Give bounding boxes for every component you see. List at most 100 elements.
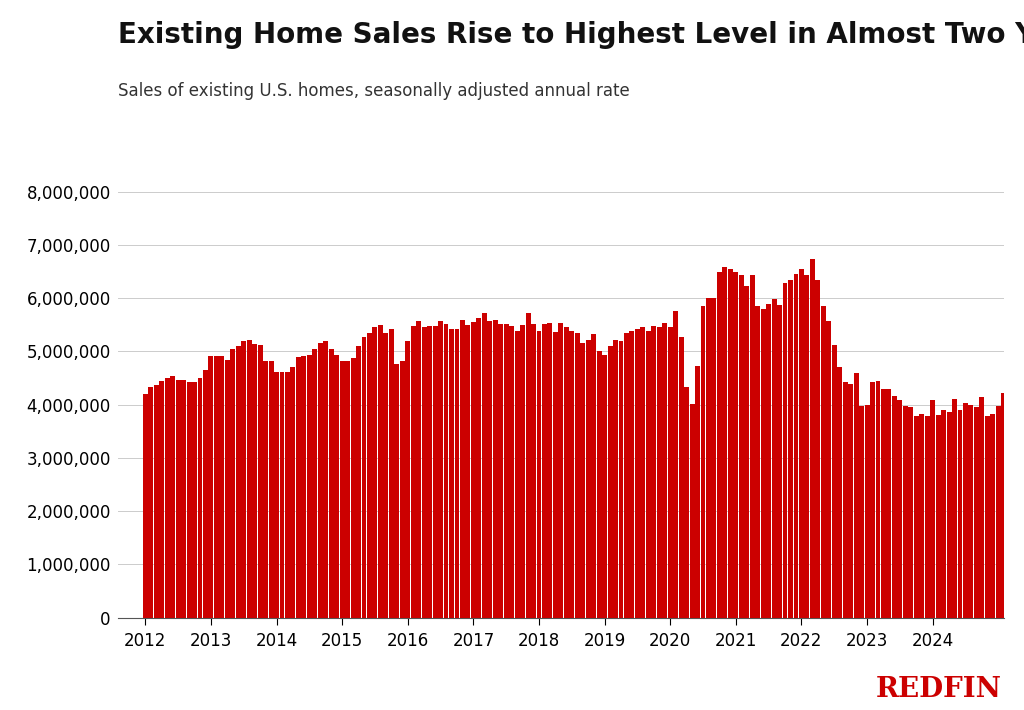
Bar bbox=[242, 342, 246, 618]
Bar bbox=[542, 324, 547, 618]
Bar bbox=[312, 349, 317, 618]
Text: Sales of existing U.S. homes, seasonally adjusted annual rate: Sales of existing U.S. homes, seasonally… bbox=[118, 82, 630, 99]
Bar bbox=[815, 280, 820, 618]
Bar bbox=[317, 344, 323, 618]
Bar bbox=[324, 341, 329, 618]
Bar bbox=[624, 333, 629, 618]
Bar bbox=[329, 349, 334, 618]
Bar bbox=[930, 400, 935, 618]
Bar bbox=[230, 349, 236, 618]
Bar bbox=[378, 325, 383, 618]
Bar bbox=[618, 342, 624, 618]
Bar bbox=[876, 381, 881, 618]
Bar bbox=[897, 400, 902, 618]
Bar bbox=[274, 372, 279, 618]
Bar bbox=[291, 367, 295, 618]
Bar bbox=[455, 329, 460, 618]
Bar bbox=[810, 259, 815, 618]
Bar bbox=[689, 404, 694, 618]
Bar bbox=[340, 361, 345, 618]
Bar bbox=[684, 387, 689, 618]
Bar bbox=[920, 415, 925, 618]
Bar bbox=[247, 340, 252, 618]
Bar bbox=[509, 326, 514, 618]
Bar bbox=[531, 324, 536, 618]
Text: Existing Home Sales Rise to Highest Level in Almost Two Years: Existing Home Sales Rise to Highest Leve… bbox=[118, 21, 1024, 49]
Bar bbox=[406, 341, 411, 618]
Bar bbox=[487, 321, 493, 618]
Bar bbox=[203, 370, 208, 618]
Bar bbox=[499, 324, 503, 618]
Bar bbox=[946, 412, 951, 618]
Bar bbox=[280, 372, 285, 618]
Bar bbox=[165, 378, 170, 618]
Bar bbox=[597, 351, 601, 618]
Bar bbox=[476, 318, 481, 618]
Bar bbox=[268, 361, 273, 618]
Bar bbox=[553, 332, 558, 618]
Bar bbox=[695, 366, 700, 618]
Bar bbox=[630, 331, 635, 618]
Bar bbox=[656, 327, 662, 618]
Bar bbox=[466, 325, 470, 618]
Bar bbox=[373, 327, 378, 618]
Bar bbox=[427, 327, 432, 618]
Bar bbox=[537, 331, 542, 618]
Bar bbox=[225, 360, 229, 618]
Bar bbox=[389, 329, 394, 618]
Bar bbox=[887, 389, 891, 618]
Bar bbox=[903, 406, 908, 618]
Bar bbox=[936, 415, 941, 618]
Bar bbox=[438, 321, 443, 618]
Bar bbox=[985, 416, 990, 618]
Bar bbox=[170, 376, 175, 618]
Bar bbox=[1012, 398, 1017, 618]
Bar bbox=[154, 385, 159, 618]
Bar bbox=[307, 355, 311, 618]
Bar bbox=[826, 321, 831, 618]
Bar bbox=[974, 407, 979, 618]
Bar bbox=[739, 275, 743, 618]
Bar bbox=[761, 309, 766, 618]
Bar bbox=[493, 320, 498, 618]
Bar bbox=[258, 344, 262, 618]
Bar bbox=[581, 344, 585, 618]
Bar bbox=[209, 356, 213, 618]
Bar bbox=[219, 356, 224, 618]
Bar bbox=[679, 337, 684, 618]
Bar bbox=[892, 396, 897, 618]
Bar bbox=[367, 333, 372, 618]
Bar bbox=[586, 340, 591, 618]
Bar bbox=[794, 274, 799, 618]
Text: REDFIN: REDFIN bbox=[876, 676, 1001, 703]
Bar bbox=[756, 306, 760, 618]
Bar bbox=[176, 380, 180, 618]
Bar bbox=[782, 283, 787, 618]
Bar bbox=[186, 382, 191, 618]
Bar bbox=[969, 405, 974, 618]
Bar bbox=[564, 327, 568, 618]
Bar bbox=[990, 415, 995, 618]
Bar bbox=[733, 272, 738, 618]
Bar bbox=[908, 407, 913, 618]
Bar bbox=[160, 381, 164, 618]
Bar bbox=[744, 286, 750, 618]
Bar bbox=[963, 403, 968, 618]
Bar bbox=[831, 345, 837, 618]
Bar bbox=[864, 405, 869, 618]
Bar bbox=[416, 321, 421, 618]
Bar bbox=[870, 382, 874, 618]
Bar bbox=[361, 337, 367, 618]
Bar bbox=[881, 389, 886, 618]
Bar bbox=[520, 325, 525, 618]
Bar bbox=[1001, 393, 1007, 618]
Bar bbox=[504, 324, 509, 618]
Bar bbox=[821, 306, 825, 618]
Bar bbox=[925, 416, 930, 618]
Bar bbox=[181, 380, 186, 618]
Bar bbox=[859, 406, 864, 618]
Bar bbox=[700, 305, 706, 618]
Bar bbox=[411, 327, 416, 618]
Bar bbox=[296, 357, 301, 618]
Bar bbox=[198, 378, 203, 618]
